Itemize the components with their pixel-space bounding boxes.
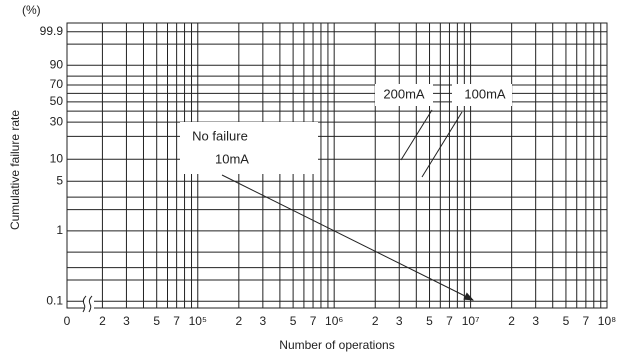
label-box xyxy=(180,122,318,174)
y-tick-label: 90 xyxy=(50,57,64,71)
y-axis-label: Cumulative failure rate xyxy=(8,110,22,230)
plot-frame xyxy=(66,22,608,309)
x-tick-label: 7 xyxy=(446,314,453,328)
y-tick-label: 10 xyxy=(50,151,64,165)
label-box xyxy=(452,84,512,106)
x-tick-label: 10⁶ xyxy=(325,314,343,328)
y-unit: (%) xyxy=(22,3,41,17)
x-tick-label: 7 xyxy=(583,314,590,328)
y-tick-label: 50 xyxy=(50,94,64,108)
grid xyxy=(67,23,608,308)
x-tick-label: 3 xyxy=(396,314,403,328)
x-tick-label: 10⁵ xyxy=(189,314,207,328)
axis-break xyxy=(82,295,93,313)
x-tick-label: 7 xyxy=(173,314,180,328)
label-box xyxy=(375,84,433,106)
x-tick-label: 2 xyxy=(235,314,242,328)
x-tick-label: 5 xyxy=(563,314,570,328)
annotation: 200mA xyxy=(383,86,425,101)
annotation: No failure xyxy=(192,128,248,143)
x-tick-label: 3 xyxy=(532,314,539,328)
y-tick-label: 0.1 xyxy=(46,293,63,307)
leader-line xyxy=(400,109,433,161)
x-tick-label: 10⁷ xyxy=(462,314,480,328)
annotation: 100mA xyxy=(464,86,506,101)
y-tick-label: 1 xyxy=(56,223,63,237)
arrow xyxy=(221,174,474,301)
y-tick-label: 70 xyxy=(50,77,64,91)
x-tick-label: 3 xyxy=(123,314,130,328)
x-tick-label: 2 xyxy=(99,314,106,328)
x-tick-label: 3 xyxy=(260,314,267,328)
x-origin-label: 0 xyxy=(64,314,71,328)
x-tick-label: 5 xyxy=(426,314,433,328)
x-tick-label: 2 xyxy=(372,314,379,328)
x-tick-label: 7 xyxy=(310,314,317,328)
x-tick-label: 5 xyxy=(153,314,160,328)
x-tick-label: 5 xyxy=(290,314,297,328)
x-tick-label: 10⁸ xyxy=(598,314,616,328)
x-axis-label: Number of operations xyxy=(279,338,394,352)
y-tick-label: 30 xyxy=(50,114,64,128)
leader-line xyxy=(421,111,463,178)
y-tick-label: 5 xyxy=(56,173,63,187)
axis-break-bg xyxy=(84,298,94,312)
y-tick-label: 99.9 xyxy=(40,24,64,38)
annotation: 10mA xyxy=(215,151,249,166)
x-tick-label: 2 xyxy=(508,314,515,328)
